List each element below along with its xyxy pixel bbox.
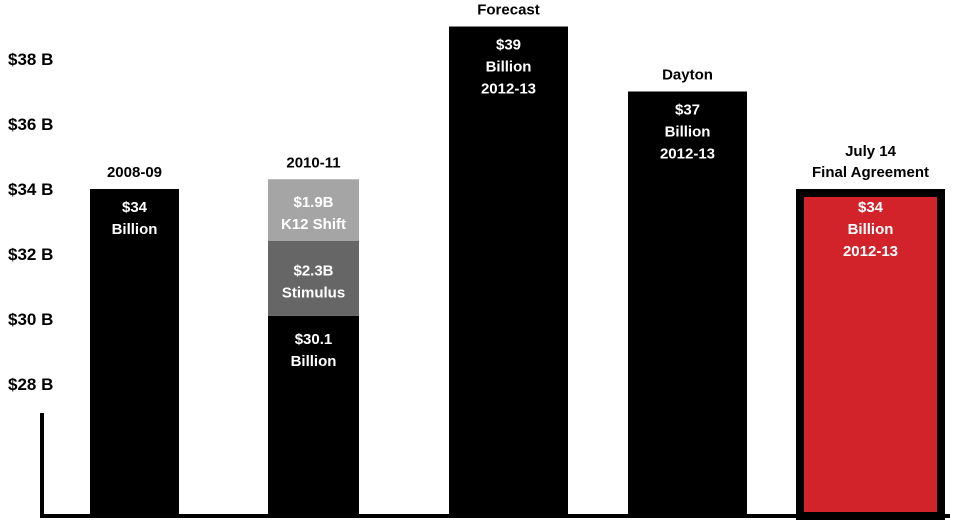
y-tick-label-28: $28 B: [8, 375, 53, 394]
bar-value-label: Stimulus: [282, 284, 345, 301]
y-tick-label-36: $36 B: [8, 115, 53, 134]
category-label: 2010-11: [286, 154, 340, 171]
y-tick-label-34: $34 B: [8, 180, 53, 199]
category-label: 2008-09: [107, 164, 162, 181]
bars: $34 Billion 2008-09 $30.1 Billion $2.3B Stimul…: [90, 2, 945, 520]
bar-value-label: K12 Shift: [281, 216, 346, 233]
y-tick-label-38: $38 B: [8, 50, 53, 69]
bar-2008-09: [90, 189, 179, 516]
bar-dayton: [628, 91, 747, 516]
bar-value-label: Billion: [665, 124, 711, 141]
bar-value-label: Billion: [112, 221, 158, 238]
category-label: Dayton: [662, 67, 713, 84]
bar-value-label: Billion: [291, 353, 337, 370]
bar-value-label: 2012-13: [843, 243, 898, 260]
bar-value-label: $34: [858, 199, 884, 216]
category-label: July 14: [845, 143, 897, 160]
bar-value-label: $34: [122, 199, 148, 216]
bar-value-label: $1.9B: [293, 194, 333, 211]
bar-value-label: 2012-13: [660, 146, 715, 163]
bar-2010-11-segment-2: [268, 241, 359, 316]
bar-july-14: [796, 189, 945, 520]
bar-2010-11-segment-3: [268, 179, 359, 241]
bar-value-label: Billion: [848, 221, 894, 238]
bar-value-label: $37: [675, 102, 700, 119]
bar-2010-11-segment-1: [268, 315, 359, 516]
bar-group-forecast: $39 Billion 2012-13 Forecast: [449, 2, 568, 516]
category-label: Final Agreement: [812, 164, 929, 181]
category-label: Forecast: [477, 2, 540, 19]
bar-group-2010-11: $30.1 Billion $2.3B Stimulus $1.9B K12 Shift 2…: [268, 154, 359, 516]
y-axis-ticks: $28 B $30 B $32 B $34 B $36 B $38 B: [8, 50, 53, 394]
bar-value-label: Billion: [486, 59, 532, 76]
bar-value-label: 2012-13: [481, 81, 536, 98]
bar-group-dayton: $37 Billion 2012-13 Dayton: [628, 67, 747, 516]
bar-group-july-14: $34 Billion 2012-13 July 14 Final Agreement: [796, 143, 945, 520]
y-tick-label-30: $30 B: [8, 310, 53, 329]
bar-value-label: $30.1: [295, 331, 333, 348]
bar-value-label: $39: [496, 37, 521, 54]
bar-value-label: $2.3B: [293, 262, 333, 279]
y-tick-label-32: $32 B: [8, 245, 53, 264]
bar-group-2008-09: $34 Billion 2008-09: [90, 164, 179, 516]
bar-forecast: [449, 26, 568, 516]
